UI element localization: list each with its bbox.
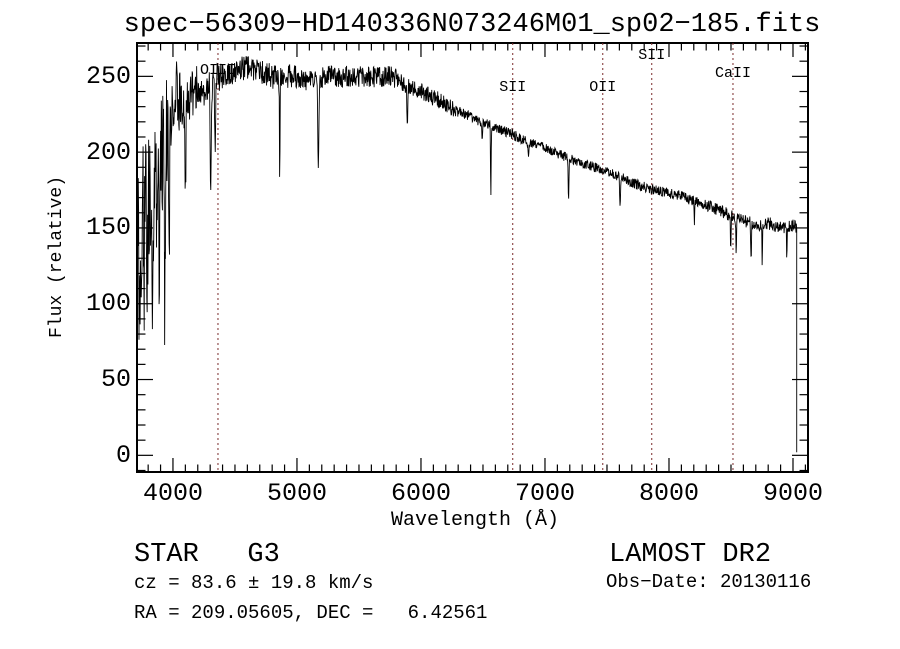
y-axis-label: Flux (relative) (47, 175, 67, 339)
x-tick-label: 8000 (638, 479, 699, 508)
cz-value: cz = 83.6 ± 19.8 km/s (134, 572, 374, 594)
y-tick-label: 0 (115, 440, 131, 470)
spectral-line-label-sii: SII (638, 47, 666, 64)
obs-date-value: Obs−Date: 20130116 (606, 571, 812, 593)
spectral-line-label-oii: OII (589, 79, 617, 96)
x-tick-label: 6000 (390, 479, 451, 508)
star-class-label: STAR G3 (134, 540, 280, 570)
y-tick-label: 50 (100, 365, 131, 395)
plot-frame (136, 42, 809, 473)
y-tick-label: 250 (85, 61, 131, 91)
x-tick-label: 9000 (762, 479, 823, 508)
ra-dec-value: RA = 209.05605, DEC = 6.42561 (134, 602, 488, 624)
survey-label: LAMOST DR2 (609, 540, 772, 570)
spectrum-trace (137, 56, 798, 453)
x-tick-label: 5000 (266, 479, 327, 508)
spectral-line-label-sii: SII (499, 79, 527, 96)
y-tick-label: 150 (85, 213, 131, 243)
y-tick-label: 100 (85, 289, 131, 319)
spectral-line-label-caii: CaII (714, 65, 751, 82)
plot-title: spec−56309−HD140336N073246M01_sp02−185.f… (123, 10, 821, 40)
x-axis-label: Wavelength (Å) (390, 509, 560, 532)
x-tick-label: 7000 (514, 479, 575, 508)
spectral-line-label-oiii: OIII (199, 62, 236, 79)
x-tick-label: 4000 (142, 479, 203, 508)
y-tick-label: 200 (85, 137, 131, 167)
